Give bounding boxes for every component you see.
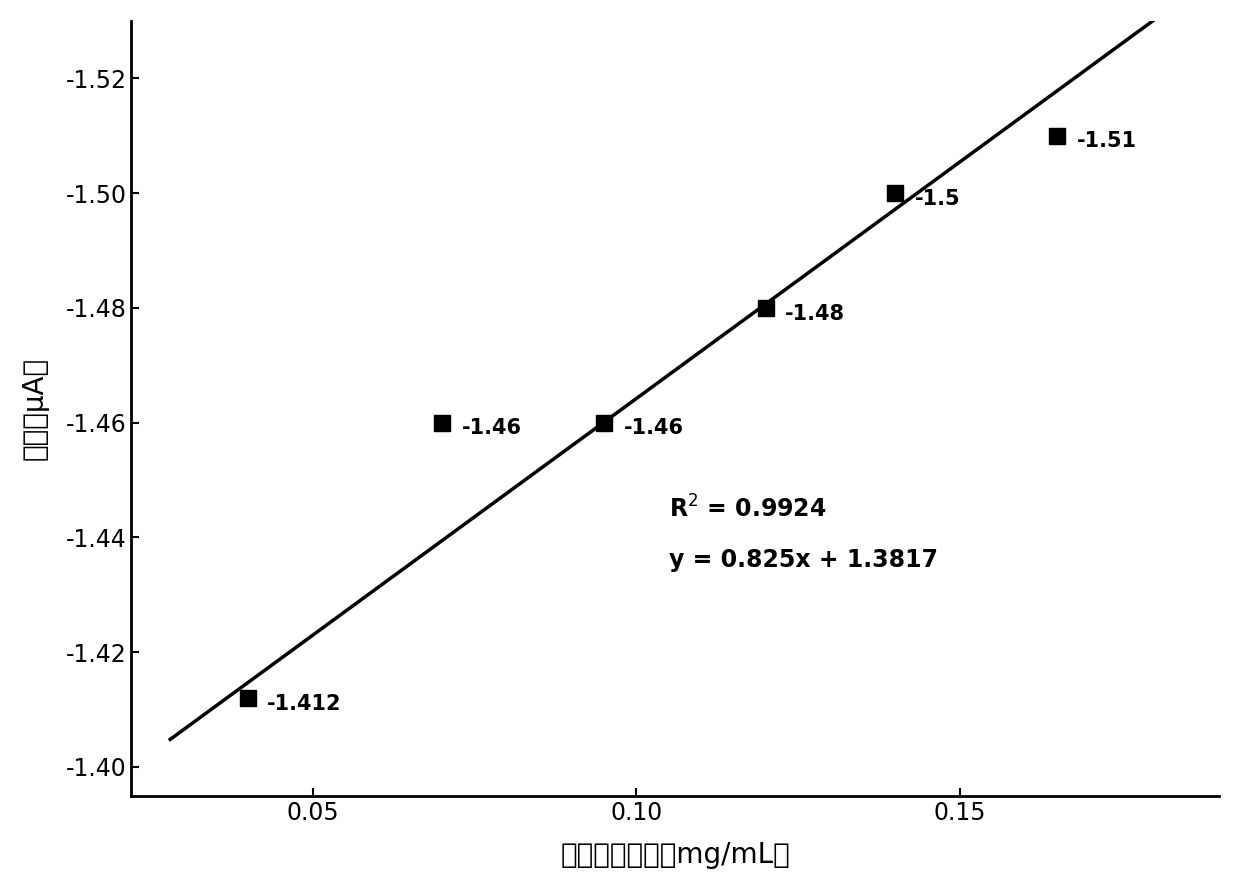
- Point: [594, 416, 614, 430]
- Text: -1.5: -1.5: [915, 189, 961, 209]
- Text: -1.412: -1.412: [268, 694, 342, 714]
- Point: [756, 301, 776, 315]
- Point: [1048, 128, 1068, 142]
- Text: -1.46: -1.46: [624, 418, 683, 438]
- Text: y = 0.825x + 1.3817: y = 0.825x + 1.3817: [668, 548, 937, 572]
- Point: [238, 691, 258, 705]
- Text: -1.46: -1.46: [461, 418, 522, 438]
- Text: -1.48: -1.48: [785, 303, 846, 324]
- Y-axis label: 电流（μA）: 电流（μA）: [21, 357, 48, 460]
- Point: [433, 416, 453, 430]
- Text: -1.51: -1.51: [1076, 132, 1137, 151]
- X-axis label: 过氧化氢浓度（mg/mL）: 过氧化氢浓度（mg/mL）: [560, 841, 790, 870]
- Text: R$^2$ = 0.9924: R$^2$ = 0.9924: [668, 495, 826, 522]
- Point: [885, 186, 905, 200]
